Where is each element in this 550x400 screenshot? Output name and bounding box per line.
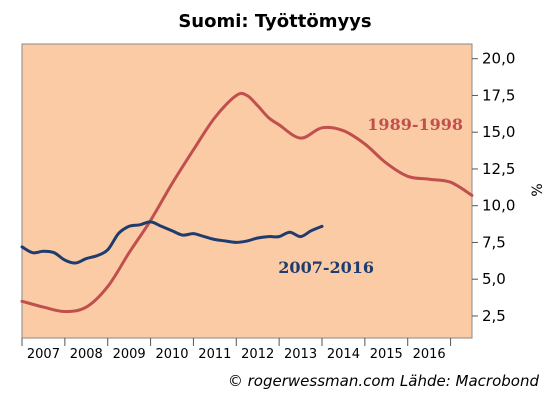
y-tick-label: 2,5: [482, 307, 506, 325]
x-tick-label: 2015: [370, 347, 403, 362]
y-tick-label: 15,0: [482, 123, 515, 141]
x-tick-label: 2010: [155, 347, 188, 362]
x-tick-label: 2008: [70, 347, 103, 362]
x-tick-label: 2011: [198, 347, 231, 362]
annotation-1989-1998: 1989-1998: [367, 115, 463, 134]
y-tick-label: 20,0: [482, 50, 515, 68]
y-axis-label: %: [530, 183, 546, 196]
x-tick-label: 2014: [327, 347, 360, 362]
y-tick-label: 5,0: [482, 270, 506, 288]
y-axis: 2,5 5,0 7,5 10,0 12,5 15,0 17,5 20,0: [472, 50, 515, 325]
y-tick-label: 7,5: [482, 233, 506, 251]
series-line-1989-1998: [20, 91, 474, 313]
x-tick-label: 2009: [113, 347, 146, 362]
series-line-2007-2016: [20, 220, 324, 265]
plot-area: [21, 43, 473, 339]
x-axis: 2007 2008 2009 2010 2011 2012 2013 2014 2015 2016: [21, 338, 452, 362]
y-tick-label: 12,5: [482, 160, 515, 178]
x-tick-label: 2016: [413, 347, 446, 362]
y-tick-label: 17,5: [482, 86, 515, 104]
series-lines: [20, 91, 474, 313]
x-tick-label: 2012: [241, 347, 274, 362]
annotation-2007-2016: 2007-2016: [278, 258, 374, 277]
source-credit: © rogerwessman.com Lähde: Macrobond: [228, 372, 540, 390]
y-tick-label: 10,0: [482, 197, 515, 215]
x-tick-label: 2007: [27, 347, 60, 362]
x-tick-label: 2013: [284, 347, 317, 362]
chart-title: Suomi: Työttömyys: [178, 11, 371, 32]
